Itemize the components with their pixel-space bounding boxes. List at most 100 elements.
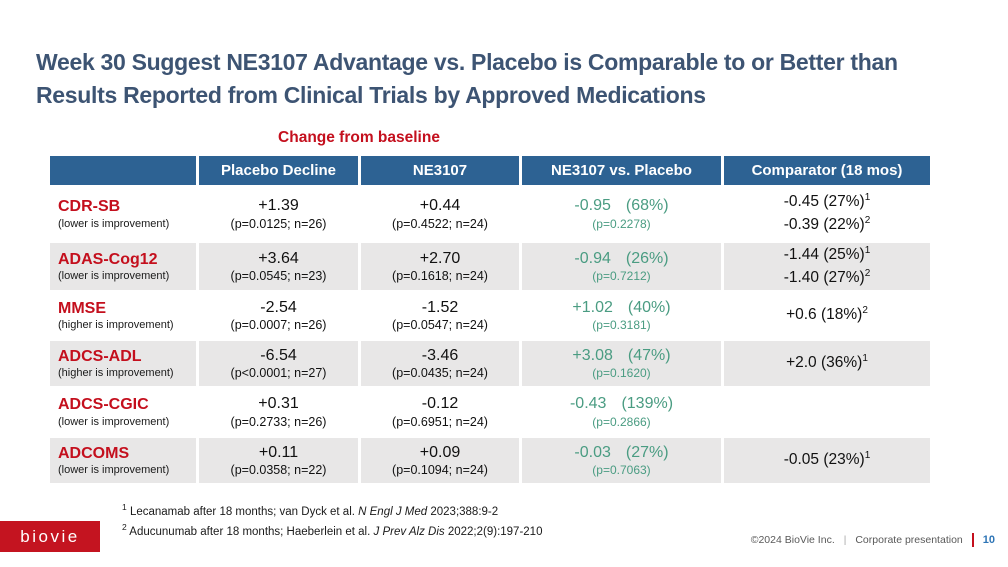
comparator-line: -0.39 (22%)2	[783, 215, 871, 234]
vs-percent: (40%)	[627, 298, 671, 316]
vs-percent: (26%)	[625, 249, 669, 267]
ne3107-value: +2.70	[419, 249, 461, 267]
page-number: 10	[982, 534, 995, 546]
vs-value: +3.08 (47%)	[572, 347, 670, 365]
col-header-ne3107: NE3107	[361, 156, 519, 185]
comparator-line: -1.40 (27%)2	[783, 267, 871, 286]
col-header-ne3107-vs-placebo: NE3107 vs. Placebo	[522, 156, 721, 185]
comparator-cell: -0.05 (23%)1	[724, 438, 930, 483]
measure-name: ADCS-CGIC	[58, 396, 149, 414]
vs-delta: -0.94	[574, 249, 611, 267]
vs-delta: -0.03	[574, 443, 611, 461]
vs-value: -0.94 (26%)	[574, 250, 668, 268]
ne3107-stats: (p=0.4522; n=24)	[392, 216, 488, 231]
footnote-ref: 2	[864, 215, 871, 226]
vs-value: -0.03 (27%)	[574, 444, 668, 462]
ne3107-stats: (p=0.1094; n=24)	[392, 463, 488, 478]
comparator-cell: -1.44 (25%)1 -1.40 (27%)2	[724, 243, 930, 290]
placebo-value: -6.54	[260, 346, 297, 364]
table-caption: Change from baseline	[278, 129, 440, 146]
slide-title-line-2: Results Reported from Clinical Trials by…	[36, 81, 706, 108]
placebo-cell: +0.11 (p=0.0358; n=22)	[199, 438, 358, 483]
placebo-value: +0.31	[258, 395, 299, 413]
vs-placebo-cell: -0.95 (68%) (p=0.2278)	[522, 188, 721, 240]
measure-cell: ADAS-Cog12 (lower is improvement)	[50, 243, 196, 290]
ne3107-cell: -0.12 (p=0.6951; n=24)	[361, 389, 519, 435]
vs-delta: -0.43	[569, 395, 607, 413]
vs-percent: (47%)	[627, 346, 671, 364]
measure-name: ADCS-ADL	[58, 347, 142, 365]
measure-name: CDR-SB	[58, 198, 121, 216]
comparator-line: -0.45 (27%)1	[783, 192, 871, 211]
ne3107-stats: (p=0.0547; n=24)	[392, 318, 488, 333]
ne3107-cell: +0.09 (p=0.1094; n=24)	[361, 438, 519, 483]
placebo-cell: -6.54 (p<0.0001; n=27)	[199, 341, 358, 386]
ne3107-cell: -3.46 (p=0.0435; n=24)	[361, 341, 519, 386]
measure-cell: CDR-SB (lower is improvement)	[50, 188, 196, 240]
comparator-line: +2.0 (36%)1	[786, 353, 868, 372]
table-row-adcoms: ADCOMS (lower is improvement) +0.11 (p=0…	[50, 438, 930, 483]
footnote-ref: 1	[864, 192, 871, 204]
placebo-stats: (p=0.0358; n=22)	[230, 463, 327, 478]
table-row-adcs-adl: ADCS-ADL (higher is improvement) -6.54 (…	[50, 341, 930, 386]
footnote-ref: 2	[862, 305, 868, 317]
ne3107-value: -3.46	[421, 346, 459, 364]
comparator-line: -0.05 (23%)1	[783, 450, 871, 469]
results-table: Placebo Decline NE3107 NE3107 vs. Placeb…	[50, 156, 930, 486]
footnote-marker: 1	[122, 502, 127, 512]
ne3107-value: -0.12	[421, 395, 459, 413]
ne3107-value: +0.09	[419, 443, 461, 461]
col-header-placebo-decline: Placebo Decline	[199, 156, 358, 185]
placebo-stats: (p=0.0545; n=23)	[230, 269, 327, 284]
vs-placebo-cell: +1.02 (40%) (p=0.3181)	[522, 293, 721, 338]
placebo-stats: (p<0.0001; n=27)	[230, 366, 327, 381]
col-header-comparator: Comparator (18 mos)	[724, 156, 930, 185]
placebo-stats: (p=0.2733; n=26)	[230, 414, 327, 429]
vs-pvalue: (p=0.2866)	[592, 414, 651, 429]
copyright-text: ©2024 BioVie Inc.	[750, 534, 835, 546]
vs-percent: (139%)	[621, 395, 674, 413]
table-row-adcs-cgic: ADCS-CGIC (lower is improvement) +0.31 (…	[50, 389, 930, 435]
footnote-1: 1 Lecanamab after 18 months; van Dyck et…	[122, 502, 499, 518]
vs-delta: +1.02	[572, 298, 613, 316]
col-header-measure	[50, 156, 196, 185]
vs-value: -0.43 (139%)	[570, 395, 673, 413]
ne3107-value: -1.52	[421, 298, 459, 316]
measure-cell: MMSE (higher is improvement)	[50, 293, 196, 338]
ne3107-cell: -1.52 (p=0.0547; n=24)	[361, 293, 519, 338]
comparator-cell: -0.45 (27%)1 -0.39 (22%)2	[724, 188, 930, 240]
placebo-stats: (p=0.0125; n=26)	[230, 216, 327, 231]
footnote-ref: 1	[864, 244, 871, 256]
footnote-2: 2 Aducunumab after 18 months; Haeberlein…	[122, 522, 543, 539]
ne3107-stats: (p=0.1618; n=24)	[392, 269, 488, 284]
placebo-value: +0.11	[258, 443, 299, 461]
journal-name: J Prev Alz Dis	[373, 526, 445, 539]
comparator-line: -1.44 (25%)1	[783, 244, 871, 264]
vs-placebo-cell: +3.08 (47%) (p=0.1620)	[522, 341, 721, 386]
vs-pvalue: (p=0.3181)	[592, 318, 651, 333]
measure-direction: (lower is improvement)	[58, 464, 170, 477]
comparator-cell: +0.6 (18%)2	[724, 293, 930, 338]
placebo-cell: -2.54 (p=0.0007; n=26)	[199, 293, 358, 338]
vs-pvalue: (p=0.7212)	[592, 269, 651, 284]
measure-cell: ADCS-CGIC (lower is improvement)	[50, 389, 196, 435]
ne3107-value: +0.44	[419, 197, 461, 215]
journal-name: N Engl J Med	[358, 505, 428, 518]
table-row-mmse: MMSE (higher is improvement) -2.54 (p=0.…	[50, 293, 930, 338]
vs-percent: (27%)	[625, 443, 669, 461]
placebo-value: +1.39	[258, 197, 299, 215]
footnote-ref: 1	[862, 353, 868, 365]
measure-direction: (higher is improvement)	[58, 319, 174, 332]
comparator-cell	[724, 389, 930, 435]
vs-pvalue: (p=0.7063)	[592, 463, 651, 478]
comparator-cell: +2.0 (36%)1	[724, 341, 930, 386]
slide-title-line-1: Week 30 Suggest NE3107 Advantage vs. Pla…	[36, 49, 898, 75]
vs-pvalue: (p=0.1620)	[592, 366, 651, 381]
comparator-line: +0.6 (18%)2	[786, 305, 868, 324]
measure-name: MMSE	[58, 299, 106, 317]
table-header-row: Placebo Decline NE3107 NE3107 vs. Placeb…	[50, 156, 930, 185]
table-row-cdr-sb: CDR-SB (lower is improvement) +1.39 (p=0…	[50, 188, 930, 240]
vs-percent: (68%)	[625, 197, 669, 215]
placebo-cell: +3.64 (p=0.0545; n=23)	[199, 243, 358, 290]
